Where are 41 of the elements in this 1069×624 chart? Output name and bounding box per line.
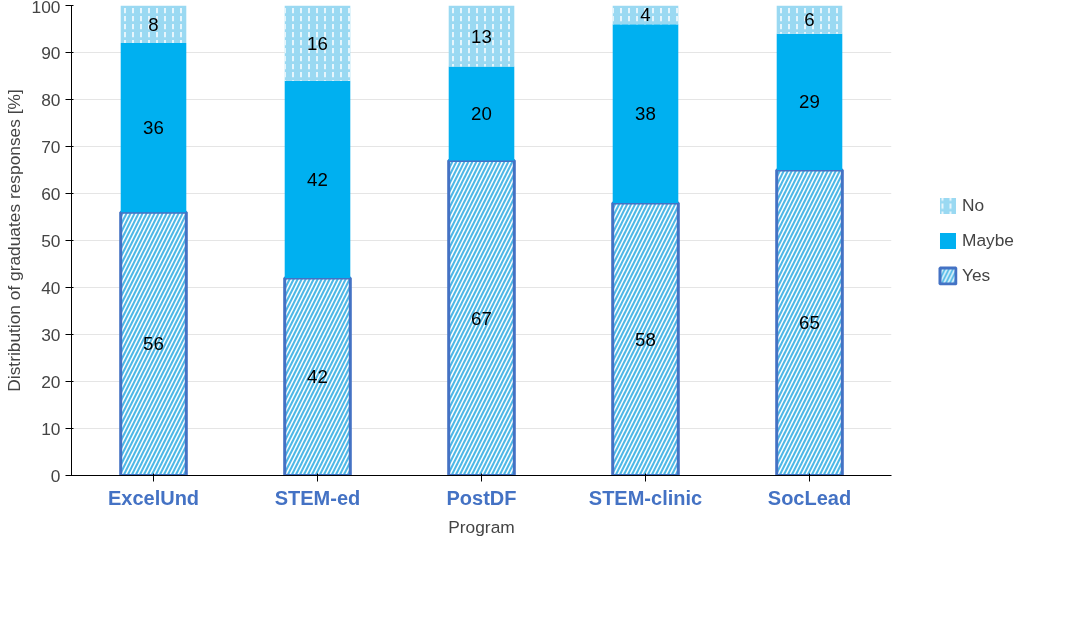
data-label: 13 (471, 25, 492, 47)
bar (776, 33, 843, 170)
y-tick-label: 0 (50, 465, 61, 486)
data-label: 67 (471, 307, 492, 329)
bar (612, 24, 679, 203)
y-tick-label: 100 (31, 0, 61, 17)
y-tick-label: 10 (41, 418, 61, 439)
y-axis-title: Distribution of graduates responses [%] (3, 89, 24, 392)
data-label: 16 (307, 32, 328, 54)
x-tick-label: STEM-ed (274, 486, 361, 509)
data-label: 58 (635, 328, 656, 350)
x-tick-label: PostDF (446, 486, 517, 509)
data-label: 8 (148, 13, 159, 35)
data-label: 20 (471, 103, 492, 125)
bar (448, 66, 515, 161)
data-label: 65 (799, 312, 820, 334)
legend-label: No (961, 194, 985, 216)
y-tick-label: 90 (41, 42, 61, 63)
data-label: 36 (143, 117, 164, 139)
x-tick-label: ExcelUnd (107, 486, 200, 509)
y-tick-label: 70 (41, 136, 61, 157)
data-label: 6 (804, 9, 815, 31)
y-tick-label: 50 (41, 230, 61, 251)
y-tick-label: 60 (41, 183, 61, 204)
data-label: 42 (307, 366, 328, 388)
legend-label: Yes (961, 264, 991, 286)
y-tick-label: 20 (41, 371, 61, 392)
bar (120, 43, 187, 213)
bar (284, 80, 351, 279)
legend-label: Maybe (961, 229, 1015, 251)
x-tick-label: SocLead (767, 486, 852, 509)
data-label: 38 (635, 103, 656, 125)
data-label: 4 (640, 4, 651, 26)
y-tick-label: 80 (41, 89, 61, 110)
x-axis-title: Program (448, 516, 515, 537)
data-label: 29 (799, 91, 820, 113)
data-label: 42 (307, 168, 328, 190)
x-tick-label: STEM-clinic (588, 486, 703, 509)
data-label: 56 (143, 333, 164, 355)
y-tick-label: 30 (41, 324, 61, 345)
y-tick-label: 40 (41, 277, 61, 298)
